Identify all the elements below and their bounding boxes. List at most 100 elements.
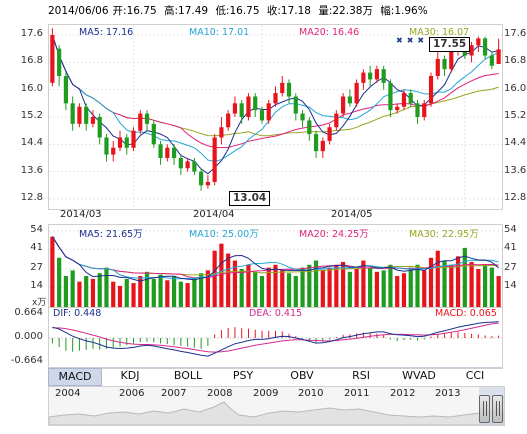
tab-psy[interactable]: PSY (232, 369, 254, 382)
kline-ma5-label: MA5: 17.16 (79, 27, 134, 38)
candle-body (266, 103, 271, 121)
candle-body (408, 93, 413, 104)
candle-body (313, 134, 319, 152)
volume-y-tick: 27 (30, 262, 43, 273)
candle-body (320, 140, 325, 152)
tab-boll[interactable]: BOLL (173, 369, 203, 382)
volume-bar (462, 247, 467, 307)
kline-panel[interactable]: MA5: 17.16 MA10: 17.01 MA20: 16.46 MA30:… (48, 24, 503, 210)
candle-body (327, 127, 332, 141)
tab-wvad[interactable]: WVAD (402, 369, 436, 382)
candle-body (138, 113, 143, 131)
timeline-year-2006: 2006 (119, 388, 145, 399)
candle-body (428, 76, 434, 104)
candle-body (90, 117, 96, 124)
volume-bar (286, 273, 292, 307)
volume-bar (313, 260, 319, 307)
timeline-year-2013: 2013 (435, 388, 461, 399)
candle-body (347, 96, 352, 104)
volume-bar (415, 264, 420, 307)
tab-cci[interactable]: CCI (465, 369, 485, 382)
x-tick-2014-04: 2014/04 (193, 209, 235, 220)
volume-bar (77, 281, 82, 307)
volume-bar (368, 267, 373, 307)
macd-y-tick: -0.664 (10, 355, 43, 366)
candle-body (246, 96, 251, 117)
candle-body (199, 171, 204, 186)
volume-unit: x万 (32, 298, 47, 308)
volume-panel[interactable]: MA5: 21.65万 MA10: 25.00万 MA20: 24.25万 MA… (48, 224, 503, 308)
quote-header: 2014/06/06 开:16.75 高:17.49 低:16.75 收:17.1… (48, 3, 432, 18)
volume-bar (131, 283, 136, 307)
low-price-callout: 13.04 (229, 191, 271, 206)
volume-bar (158, 274, 163, 307)
kline-chart[interactable] (49, 25, 502, 209)
quote-date: 2014/06/06 (48, 5, 109, 17)
candle-body (374, 69, 380, 80)
volume-bar (90, 278, 96, 307)
volume-bar (381, 270, 386, 307)
tab-rsi[interactable]: RSI (352, 369, 370, 382)
volume-bar (104, 267, 109, 307)
volume-bar (388, 264, 393, 307)
volume-bar (199, 273, 204, 307)
kline-y-tick: 15.2 (20, 110, 43, 121)
timeline-right-handle[interactable] (492, 395, 503, 423)
timeline-navigator[interactable]: 2004 2006 2007 2008 2009 2010 2011 2012 … (48, 386, 505, 426)
volume-bar (178, 281, 183, 307)
volume-ma5-label: MA5: 21.65万 (79, 229, 143, 240)
volume-bar (219, 243, 224, 307)
macd-dif-label: DIF: 0.448 (53, 308, 102, 319)
volume-y-tick: 41 (504, 242, 517, 254)
volume-bar (212, 250, 217, 307)
candle-body (395, 106, 400, 111)
kline-ma10-label: MA10: 17.01 (189, 27, 250, 38)
candle-body (232, 103, 238, 114)
tab-macd[interactable]: MACD (48, 368, 102, 386)
volume-y-tick: 14 (504, 280, 517, 292)
volume-bar (449, 264, 454, 307)
candle-body (117, 137, 123, 148)
candle-body (144, 113, 150, 124)
volume-bar (374, 271, 380, 307)
candle-body (70, 103, 75, 124)
tab-obv[interactable]: OBV (290, 369, 314, 382)
candle-body (442, 58, 447, 70)
volume-bar (483, 264, 488, 307)
kline-y-tick: 16.0 (504, 82, 527, 94)
volume-bar (124, 278, 129, 307)
volume-bar (408, 267, 413, 307)
candle-body (192, 161, 197, 172)
candle-body (449, 48, 454, 70)
macd-dea-label: DEA: 0.415 (249, 308, 303, 319)
kline-ma20-label: MA20: 16.46 (299, 27, 360, 38)
volume-bar (144, 271, 150, 307)
timeline-left-handle[interactable] (479, 395, 490, 423)
volume-chart[interactable] (49, 225, 502, 307)
quote-low: 低:16.75 (215, 5, 260, 17)
candle-body (354, 82, 359, 104)
kline-y-tick: 14.4 (20, 137, 43, 149)
macd-chart[interactable] (49, 308, 502, 368)
volume-bar (259, 276, 265, 307)
quote-volume: 量:22.38万 (318, 5, 373, 17)
macd-y-tick: 0.000 (14, 331, 43, 342)
volume-bar (428, 257, 434, 307)
volume-bar (442, 260, 447, 307)
candle-body (368, 72, 373, 80)
volume-bar (70, 270, 75, 307)
kline-y-tick: 12.8 (504, 192, 527, 203)
timeline-year-2010: 2010 (298, 388, 324, 399)
volume-ma5-line (51, 236, 499, 282)
candle-body (286, 82, 292, 97)
candle-body (483, 38, 488, 56)
tab-kdj[interactable]: KDJ (120, 369, 140, 382)
volume-bar (469, 261, 474, 307)
volume-bar (489, 267, 494, 307)
volume-bar (327, 267, 332, 307)
volume-bar (354, 269, 359, 307)
volume-bar (171, 276, 177, 307)
volume-y-tick: 41 (30, 242, 43, 254)
kline-y-tick: 15.2 (504, 110, 527, 121)
macd-panel[interactable]: DIF: 0.448 DEA: 0.415 MACD: 0.065 (48, 307, 503, 369)
